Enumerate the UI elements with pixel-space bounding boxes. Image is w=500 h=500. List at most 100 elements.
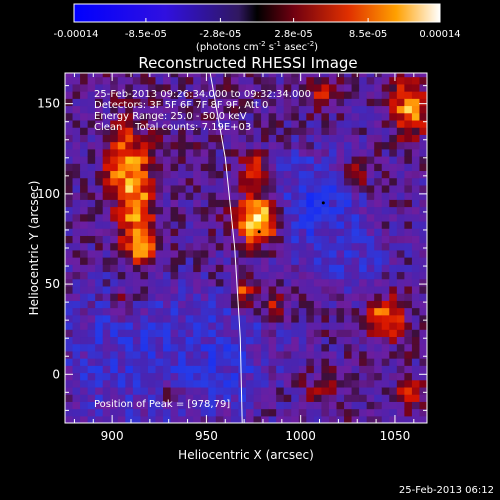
heatmap-cell: [163, 155, 172, 164]
heatmap-cell: [163, 321, 172, 330]
heatmap-cell: [261, 394, 270, 402]
heatmap-cell: [366, 271, 375, 280]
heatmap-cell: [163, 415, 172, 423]
heatmap-cell: [125, 300, 134, 309]
heatmap-cell: [95, 242, 104, 251]
heatmap-cell: [374, 220, 383, 229]
heatmap-cell: [110, 408, 119, 417]
heatmap-cell: [185, 314, 194, 323]
dark-pixel: [321, 201, 325, 205]
heatmap-cell: [344, 264, 353, 273]
heatmap-cell: [185, 343, 194, 352]
heatmap-cell: [276, 300, 285, 309]
heatmap-cell: [419, 321, 427, 330]
heatmap-cell: [321, 235, 330, 244]
heatmap-cell: [110, 199, 119, 208]
heatmap-cell: [276, 127, 285, 135]
heatmap-cell: [87, 329, 96, 338]
heatmap-cell: [193, 170, 202, 179]
heatmap-cell: [215, 285, 224, 294]
heatmap-cell: [155, 343, 164, 352]
heatmap-cell: [306, 91, 315, 99]
heatmap-cell: [102, 329, 111, 338]
heatmap-cell: [336, 358, 345, 366]
heatmap-cell: [200, 408, 209, 417]
heatmap-cell: [336, 134, 345, 143]
heatmap-cell: [132, 112, 142, 121]
heatmap-cell: [223, 408, 232, 417]
heatmap-cell: [381, 372, 390, 381]
heatmap-cell: [72, 379, 81, 388]
heatmap-cell: [419, 401, 427, 410]
heatmap-cell: [359, 141, 368, 150]
heatmap-cell: [374, 184, 383, 193]
heatmap-cell: [80, 386, 89, 395]
heatmap-cell: [95, 343, 104, 352]
heatmap-cell: [80, 199, 89, 208]
heatmap-cell: [125, 278, 134, 287]
heatmap-cell: [253, 206, 262, 215]
heatmap-cell: [163, 184, 172, 193]
heatmap-cell: [193, 372, 202, 381]
heatmap-cell: [155, 415, 164, 423]
heatmap-cell: [102, 264, 111, 273]
heatmap-cell: [163, 242, 172, 251]
heatmap-cell: [246, 192, 255, 200]
heatmap-cell: [381, 285, 390, 294]
heatmap-cell: [185, 321, 194, 330]
heatmap-cell: [351, 235, 360, 244]
heatmap-cell: [208, 249, 217, 258]
heatmap-cell: [80, 358, 89, 366]
heatmap-cell: [238, 293, 247, 301]
heatmap-cell: [102, 76, 111, 85]
heatmap-cell: [321, 300, 330, 309]
heatmap-cell: [163, 394, 172, 402]
heatmap-cell: [261, 271, 270, 280]
heatmap-cell: [193, 271, 202, 280]
heatmap-cell: [268, 379, 277, 388]
heatmap-cell: [313, 220, 323, 229]
heatmap-cell: [298, 155, 307, 164]
heatmap-cell: [366, 228, 375, 236]
heatmap-cell: [396, 192, 405, 200]
heatmap-cell: [65, 220, 74, 229]
heatmap-cell: [185, 184, 194, 193]
heatmap-cell: [178, 148, 187, 157]
heatmap-cell: [261, 184, 270, 193]
heatmap-cell: [215, 206, 224, 215]
heatmap-cell: [200, 278, 209, 287]
heatmap-cell: [72, 372, 81, 381]
heatmap-cell: [238, 264, 247, 273]
heatmap-cell: [253, 329, 262, 338]
heatmap-cell: [170, 278, 179, 287]
heatmap-cell: [404, 83, 413, 92]
heatmap-cell: [321, 358, 330, 366]
heatmap-cell: [170, 91, 179, 99]
heatmap-cell: [117, 155, 126, 164]
heatmap-cell: [306, 177, 315, 186]
heatmap-cell: [140, 220, 149, 229]
heatmap-cell: [102, 73, 111, 78]
heatmap-cell: [359, 192, 368, 200]
heatmap-cell: [268, 249, 277, 258]
heatmap-cell: [313, 134, 323, 143]
heatmap-cell: [298, 83, 307, 92]
heatmap-cell: [381, 365, 390, 374]
heatmap-cell: [200, 242, 209, 251]
heatmap-cell: [193, 350, 202, 359]
heatmap-cell: [238, 314, 247, 323]
heatmap-cell: [313, 199, 323, 208]
heatmap-cell: [102, 127, 111, 135]
heatmap-cell: [298, 170, 307, 179]
colorbar-tick-label: 2.8e-05: [274, 29, 312, 40]
heatmap-cell: [336, 213, 345, 222]
heatmap-cell: [291, 415, 300, 423]
heatmap-cell: [366, 206, 375, 215]
heatmap-cell: [404, 264, 413, 273]
heatmap-cell: [65, 386, 74, 395]
heatmap-cell: [313, 155, 323, 164]
heatmap-cell: [359, 98, 368, 107]
heatmap-cell: [366, 127, 375, 135]
heatmap-cell: [72, 119, 81, 128]
heatmap-cell: [170, 177, 179, 186]
